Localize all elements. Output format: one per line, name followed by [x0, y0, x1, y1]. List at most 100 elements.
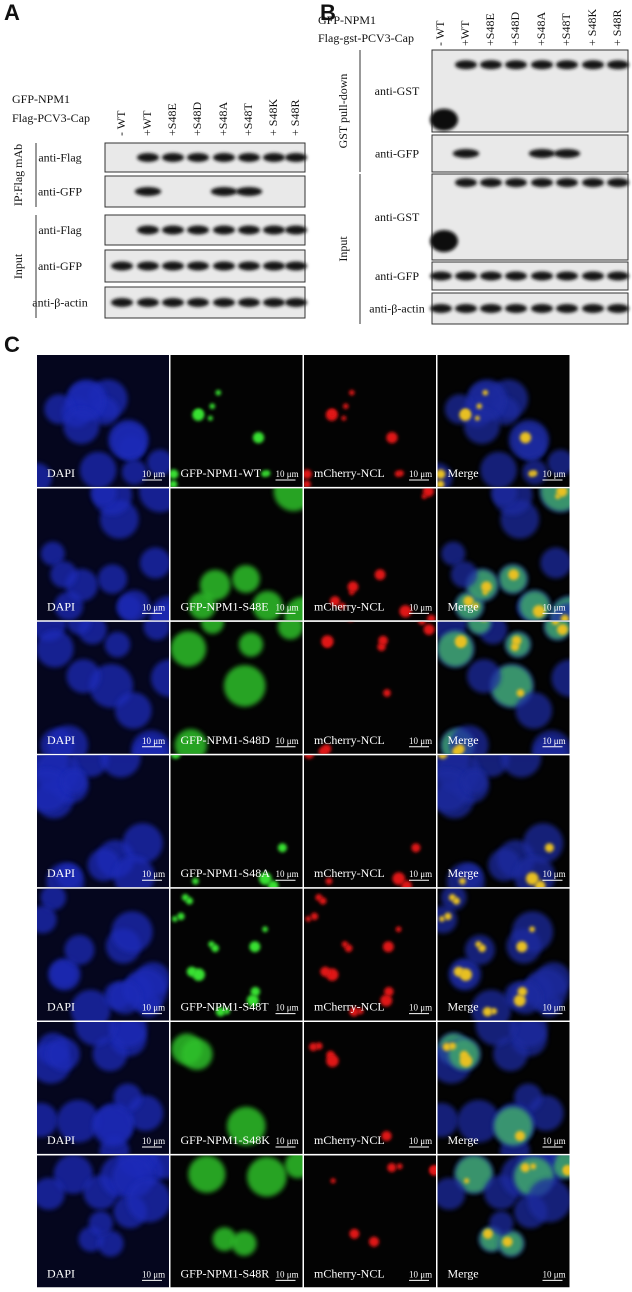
nucleus: [90, 488, 117, 506]
blot-band: [187, 153, 209, 162]
nucleus: [111, 911, 153, 953]
blot-row-label: anti-Flag: [38, 151, 81, 165]
scale-bar-label: 10 μm: [409, 1003, 432, 1013]
nucleus: [437, 768, 470, 812]
blot-band: [556, 304, 578, 313]
nucleus: [471, 989, 512, 1021]
tile-background: [304, 1155, 436, 1288]
gfp-dot: [207, 415, 213, 421]
blot-band: [162, 153, 184, 162]
ncl-dot: [341, 941, 349, 948]
ncl-dot: [347, 581, 359, 593]
ncl-dot: [319, 897, 327, 905]
micrograph-tile: [170, 621, 303, 754]
lane-label: - WT: [114, 110, 128, 136]
channel-label: GFP-NPM1-S48K: [181, 1133, 271, 1147]
ncl-dot: [378, 635, 388, 646]
gfp-signal: [170, 630, 207, 667]
blot-band: [238, 153, 260, 162]
channel-label: mCherry-NCL: [314, 866, 385, 880]
ncl-dot: [382, 941, 394, 953]
channel-label: DAPI: [47, 466, 75, 480]
ncl-dot: [305, 916, 312, 922]
nucleus: [523, 823, 564, 864]
merge-dot: [532, 605, 546, 618]
blot-band: [137, 225, 159, 235]
ncl-dot: [423, 624, 435, 635]
micrograph-tile: [437, 1155, 570, 1288]
blot-band: [285, 298, 307, 307]
nucleus: [37, 1102, 58, 1138]
nucleus: [63, 407, 100, 445]
channel-label: Merge: [448, 466, 479, 480]
blot-band: [553, 149, 581, 158]
merge-dot: [453, 966, 464, 977]
merge-dot: [454, 635, 468, 648]
nucleus: [441, 541, 466, 566]
nucleus: [113, 855, 155, 888]
ncl-dot: [386, 431, 398, 444]
merge-dot: [459, 1054, 473, 1068]
nucleus: [121, 459, 147, 485]
channel-label: Merge: [448, 1133, 479, 1147]
scale-bar-label: 10 μm: [276, 469, 299, 479]
ncl-dot: [411, 843, 421, 853]
merge-dot: [516, 941, 528, 953]
lane-label: + S48K: [266, 99, 280, 136]
gfp-dot: [267, 880, 279, 888]
nucleus: [475, 1022, 517, 1046]
blot-band: [235, 187, 263, 196]
gfp-dot: [223, 1008, 231, 1015]
lane-label: +S48T: [559, 13, 573, 46]
ncl-dot: [326, 1054, 339, 1068]
channel-label: mCherry-NCL: [314, 733, 385, 747]
gfp-signal: [188, 1155, 226, 1193]
nucleus: [48, 958, 81, 991]
gfp-dot: [186, 966, 197, 977]
blot-row-label: anti-β-actin: [369, 302, 424, 316]
channel-label: Merge: [448, 1266, 479, 1280]
gfp-dot: [262, 926, 268, 933]
blot-band: [582, 271, 604, 281]
scale-bar-label: 10 μm: [409, 602, 432, 612]
micrograph-tile: [304, 355, 436, 487]
nucleus: [450, 561, 478, 588]
channel-label: mCherry-NCL: [314, 1133, 385, 1147]
nucleus: [501, 755, 542, 778]
blot-band: [213, 261, 235, 271]
gfp-signal: [226, 1106, 266, 1146]
scale-bar-label: 10 μm: [142, 1003, 165, 1013]
channel-label: DAPI: [47, 733, 75, 747]
micrograph-tile: [170, 888, 303, 1021]
tile-background: [170, 355, 303, 487]
tile-background: [304, 488, 436, 621]
nucleus: [508, 980, 543, 1015]
lane-label: + S48K: [585, 9, 599, 46]
scale-bar-label: 10 μm: [276, 869, 299, 879]
ncl-dot: [309, 1042, 318, 1052]
tile-background: [304, 888, 436, 1021]
gfp-signal: [284, 597, 303, 621]
blot-band: [505, 271, 527, 281]
blot-band: [134, 187, 162, 196]
scale-bar-label: 10 μm: [142, 1269, 165, 1279]
nucleus: [139, 488, 169, 513]
tile-background: [170, 888, 303, 1021]
blot-band: [505, 304, 527, 313]
blot-band: [455, 304, 477, 313]
micrograph-tile: [37, 1155, 169, 1288]
blot-band: [531, 178, 553, 188]
nucleus: [46, 1037, 80, 1071]
merge-dot: [520, 1162, 530, 1173]
group-label: Input: [11, 253, 25, 279]
blot-band: [263, 298, 285, 307]
nucleus: [551, 659, 570, 697]
gfp-dot: [258, 872, 272, 885]
lane-label: +WT: [140, 110, 154, 136]
scale-bar-label: 10 μm: [543, 602, 566, 612]
nucleus: [97, 564, 128, 594]
nucleus: [466, 659, 501, 694]
micrograph-tile: [304, 755, 436, 888]
blot-band: [213, 225, 235, 235]
